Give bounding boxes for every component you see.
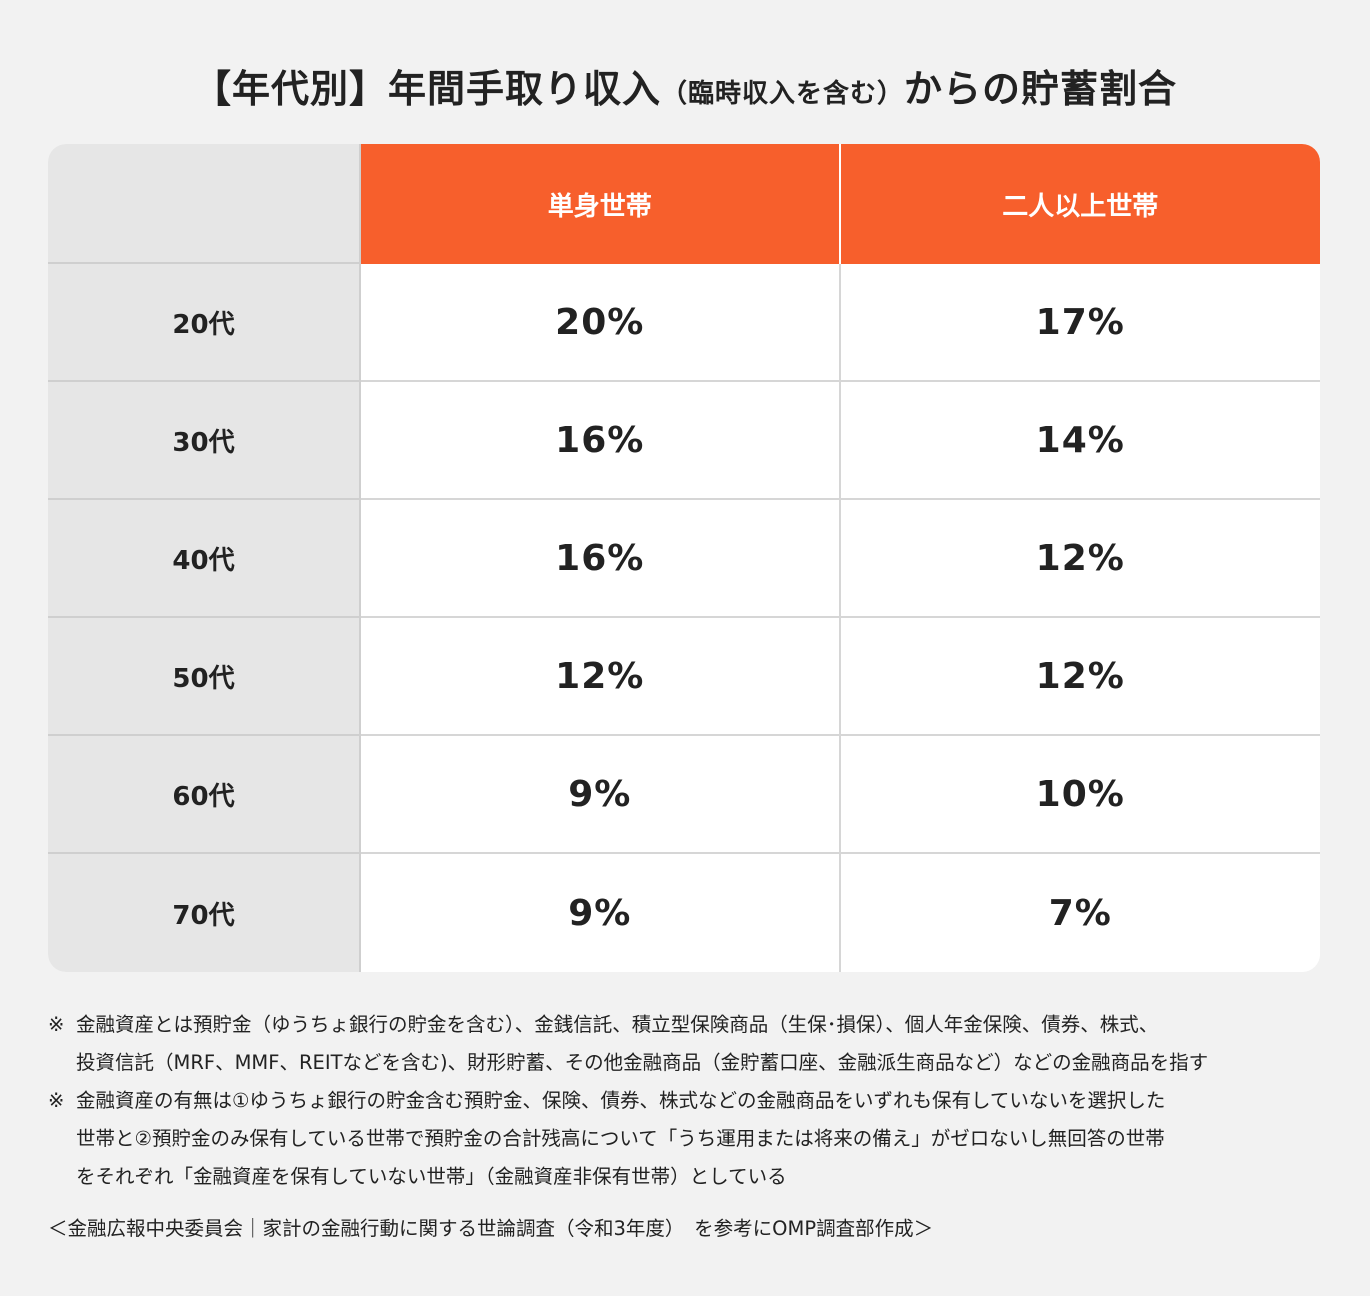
value-cell: 16% bbox=[361, 500, 841, 618]
footnotes: ※ 金融資産とは預貯金（ゆうちょ銀行の貯金を含む）、金銭信託、積立型保険商品（生… bbox=[48, 1006, 1338, 1196]
value-cell: 16% bbox=[361, 382, 841, 500]
value-cell: 9% bbox=[361, 736, 841, 854]
value-cell: 7% bbox=[840, 854, 1320, 972]
value-cell: 10% bbox=[840, 736, 1320, 854]
row-label: 50代 bbox=[48, 618, 361, 736]
row-label: 30代 bbox=[48, 382, 361, 500]
value-cell: 12% bbox=[840, 500, 1320, 618]
value-cell: 20% bbox=[361, 264, 841, 382]
column-header: 二人以上世帯 bbox=[840, 144, 1320, 264]
page-title: 【年代別】年間手取り収入（臨時収入を含む）からの貯蓄割合 bbox=[0, 58, 1370, 113]
note-text: 金融資産の有無は①ゆうちょ銀行の貯金含む預貯金、保険、債券、株式などの金融商品を… bbox=[76, 1089, 1166, 1188]
value-cell: 17% bbox=[840, 264, 1320, 382]
savings-rate-table: 単身世帯 二人以上世帯 20代 20% 17% 30代 16% 14% 40代 16% 12% 50代… bbox=[48, 144, 1320, 972]
value-cell: 14% bbox=[840, 382, 1320, 500]
title-main-a: 【年代別】年間手取り収入 bbox=[192, 67, 661, 111]
footnote: ※ 金融資産の有無は①ゆうちょ銀行の貯金含む預貯金、保険、債券、株式などの金融商… bbox=[48, 1082, 1338, 1196]
note-mark: ※ bbox=[48, 1013, 65, 1036]
row-label: 70代 bbox=[48, 854, 361, 972]
note-mark: ※ bbox=[48, 1089, 65, 1112]
value-cell: 12% bbox=[361, 618, 841, 736]
note-text: 金融資産とは預貯金（ゆうちょ銀行の貯金を含む）、金銭信託、積立型保険商品（生保･… bbox=[76, 1013, 1209, 1074]
row-label: 60代 bbox=[48, 736, 361, 854]
title-parenthetical: （臨時収入を含む） bbox=[660, 79, 904, 109]
value-cell: 12% bbox=[840, 618, 1320, 736]
column-header: 単身世帯 bbox=[361, 144, 841, 264]
source-citation: ＜金融広報中央委員会｜家計の金融行動に関する世論調査（令和3年度） を参考にOM… bbox=[48, 1217, 934, 1240]
value-cell: 9% bbox=[361, 854, 841, 972]
row-label: 20代 bbox=[48, 264, 361, 382]
title-main-b: からの貯蓄割合 bbox=[904, 67, 1178, 111]
table-corner-cell bbox=[48, 144, 361, 264]
footnote: ※ 金融資産とは預貯金（ゆうちょ銀行の貯金を含む）、金銭信託、積立型保険商品（生… bbox=[48, 1006, 1338, 1082]
row-label: 40代 bbox=[48, 500, 361, 618]
